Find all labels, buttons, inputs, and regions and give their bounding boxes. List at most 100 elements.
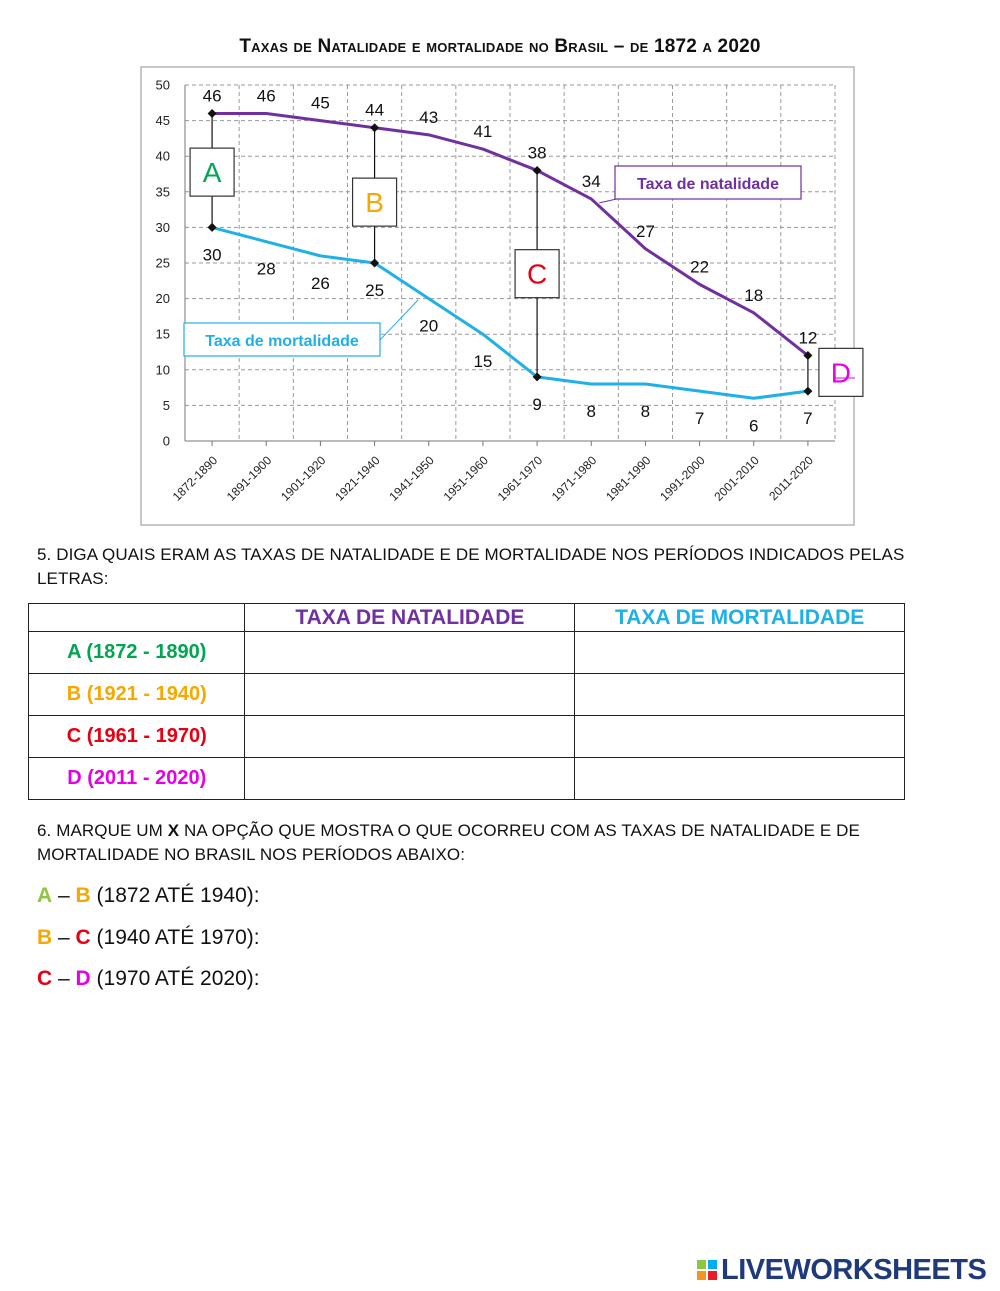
option-separator: – bbox=[52, 926, 76, 949]
marker-letter-a: A bbox=[203, 157, 222, 188]
data-label-natalidade: 12 bbox=[798, 329, 817, 348]
option-c-d[interactable]: C – D (1970 ATÉ 2020): bbox=[37, 967, 260, 991]
liveworksheets-logo: LIVEWORKSHEETS bbox=[697, 1253, 987, 1286]
data-label-mortalidade: 28 bbox=[257, 260, 276, 279]
data-point-marker bbox=[207, 108, 217, 118]
data-point-marker bbox=[803, 386, 813, 396]
question-5-text: 5. DIGA QUAIS ERAM AS TAXAS DE NATALIDAD… bbox=[37, 545, 905, 588]
marker-letter-d: D bbox=[831, 357, 851, 388]
marker-letter-b: B bbox=[365, 187, 384, 218]
table-row: A (1872 - 1890) bbox=[27, 631, 905, 674]
data-label-mortalidade: 20 bbox=[419, 317, 438, 336]
row-label-b: B (1921 - 1940) bbox=[27, 673, 246, 716]
y-tick-label: 10 bbox=[156, 362, 170, 377]
y-tick-label: 30 bbox=[156, 220, 170, 235]
y-tick-label: 15 bbox=[156, 327, 170, 342]
data-point-marker bbox=[803, 351, 813, 361]
data-label-mortalidade: 25 bbox=[365, 281, 384, 300]
option-period-text: (1940 ATÉ 1970): bbox=[90, 926, 260, 949]
q6-text-before: 6. MARQUE UM bbox=[37, 821, 168, 840]
legend-natalidade-label: Taxa de natalidade bbox=[637, 176, 779, 193]
table-row: B (1921 - 1940) bbox=[27, 673, 905, 716]
marker-box-a bbox=[189, 147, 235, 197]
data-label-natalidade: 41 bbox=[473, 122, 492, 141]
table-header-row: TAXA DE NATALIDADE TAXA DE MORTALIDADE bbox=[27, 603, 905, 632]
liveworksheets-badge-icon bbox=[697, 1260, 717, 1280]
option-a-b[interactable]: A – B (1872 ATÉ 1940): bbox=[37, 884, 260, 908]
answer-cell-d-natalidade[interactable] bbox=[244, 757, 576, 800]
q6-text-after: NA OPÇÃO QUE MOSTRA O QUE OCORREU COM AS… bbox=[37, 821, 860, 864]
chart-title: Taxas de Natalidade e mortalidade no Bra… bbox=[239, 36, 761, 57]
legend-mortalidade-label: Taxa de mortalidade bbox=[205, 333, 359, 350]
answer-cell-c-mortalidade[interactable] bbox=[574, 715, 905, 758]
answer-cell-d-mortalidade[interactable] bbox=[574, 757, 905, 800]
question-6-text: 6. MARQUE UM X NA OPÇÃO QUE MOSTRA O QUE… bbox=[37, 819, 972, 867]
y-tick-label: 5 bbox=[163, 398, 170, 413]
data-point-marker bbox=[370, 258, 380, 268]
legend-mortalidade-leader bbox=[379, 299, 419, 341]
data-point-marker bbox=[370, 123, 380, 133]
data-label-natalidade: 44 bbox=[365, 101, 384, 120]
option-period-text: (1970 ATÉ 2020): bbox=[90, 967, 260, 990]
marker-box-d bbox=[818, 347, 864, 397]
option-letter-1: A bbox=[37, 884, 53, 907]
data-label-natalidade: 27 bbox=[636, 222, 655, 241]
data-label-mortalidade: 8 bbox=[587, 402, 596, 421]
data-label-mortalidade: 8 bbox=[641, 402, 650, 421]
series-line-natalidade bbox=[212, 111, 809, 357]
data-label-mortalidade: 15 bbox=[473, 352, 492, 371]
row-label-d: D (2011 - 2020) bbox=[27, 757, 246, 800]
y-tick-label: 50 bbox=[156, 78, 170, 93]
answer-cell-b-natalidade[interactable] bbox=[244, 673, 576, 716]
marker-box-b bbox=[351, 177, 398, 227]
q6-text-bold: X bbox=[167, 821, 180, 840]
option-letter-1: B bbox=[37, 926, 53, 949]
legend-natalidade-box bbox=[614, 165, 802, 200]
answer-table: TAXA DE NATALIDADE TAXA DE MORTALIDADE A… bbox=[27, 603, 905, 800]
data-label-mortalidade: 26 bbox=[311, 274, 330, 293]
data-label-mortalidade: 7 bbox=[695, 409, 704, 428]
data-label-natalidade: 43 bbox=[419, 108, 438, 127]
data-label-natalidade: 46 bbox=[203, 86, 222, 105]
brand-text: LIVEWORKSHEETS bbox=[721, 1253, 987, 1286]
answer-cell-b-mortalidade[interactable] bbox=[574, 673, 905, 716]
table-corner-cell bbox=[27, 603, 246, 632]
series-line-mortalidade bbox=[211, 225, 809, 400]
row-label-c: C (1961 - 1970) bbox=[27, 715, 246, 758]
data-label-natalidade: 34 bbox=[582, 172, 601, 191]
y-tick-label: 45 bbox=[156, 113, 170, 128]
y-tick-label: 40 bbox=[156, 149, 170, 164]
option-letter-2: C bbox=[75, 926, 91, 949]
data-label-natalidade: 38 bbox=[528, 143, 547, 162]
data-label-mortalidade: 30 bbox=[203, 245, 222, 264]
table-row: D (2011 - 2020) bbox=[27, 757, 905, 800]
chart-frame bbox=[140, 66, 855, 526]
marker-letter-c: C bbox=[527, 259, 547, 290]
y-tick-label: 35 bbox=[156, 184, 170, 199]
y-tick-label: 0 bbox=[163, 434, 170, 449]
y-tick-label: 20 bbox=[156, 291, 170, 306]
answer-cell-a-natalidade[interactable] bbox=[244, 631, 576, 674]
data-label-mortalidade: 7 bbox=[803, 409, 812, 428]
data-point-marker bbox=[532, 372, 542, 382]
header-natalidade: TAXA DE NATALIDADE bbox=[244, 603, 576, 632]
legend-mortalidade-box bbox=[183, 322, 381, 357]
y-tick-label: 25 bbox=[156, 256, 170, 271]
option-separator: – bbox=[52, 884, 76, 907]
marker-box-c bbox=[514, 249, 560, 299]
option-period-text: (1872 ATÉ 1940): bbox=[90, 884, 260, 907]
data-label-natalidade: 22 bbox=[690, 257, 709, 276]
option-letter-2: D bbox=[75, 967, 91, 990]
answer-cell-a-mortalidade[interactable] bbox=[574, 631, 905, 674]
table-row: C (1961 - 1970) bbox=[27, 715, 905, 758]
option-separator: – bbox=[52, 967, 76, 990]
option-letter-1: C bbox=[37, 967, 53, 990]
option-b-c[interactable]: B – C (1940 ATÉ 1970): bbox=[37, 926, 260, 950]
data-label-mortalidade: 6 bbox=[749, 416, 758, 435]
header-mortalidade: TAXA DE MORTALIDADE bbox=[574, 603, 905, 632]
answer-cell-c-natalidade[interactable] bbox=[244, 715, 576, 758]
data-label-natalidade: 18 bbox=[744, 286, 763, 305]
data-label-natalidade: 46 bbox=[257, 86, 276, 105]
data-label-mortalidade: 9 bbox=[532, 395, 541, 414]
